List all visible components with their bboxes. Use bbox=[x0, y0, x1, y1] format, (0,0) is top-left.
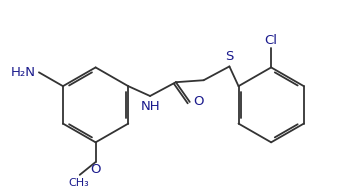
Text: O: O bbox=[90, 163, 101, 176]
Text: NH: NH bbox=[141, 100, 161, 113]
Text: H₂N: H₂N bbox=[11, 66, 36, 79]
Text: S: S bbox=[225, 50, 234, 64]
Text: CH₃: CH₃ bbox=[68, 178, 89, 188]
Text: O: O bbox=[194, 95, 204, 108]
Text: Cl: Cl bbox=[265, 34, 277, 47]
